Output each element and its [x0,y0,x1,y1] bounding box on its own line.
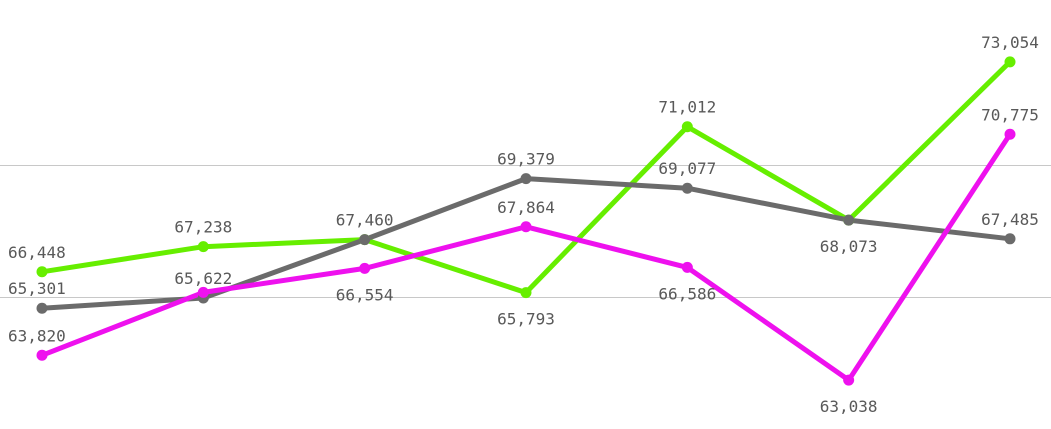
data-label-s0-3: 65,793 [497,310,555,329]
series-0-point-3 [520,287,532,299]
series-0-point-4 [681,121,693,133]
series-2-point-0 [36,349,48,361]
data-label-s1-6: 67,485 [981,210,1039,229]
series-2-point-6 [1004,128,1016,140]
series-1-point-2 [359,234,371,246]
series-2-point-3 [520,221,532,233]
data-label-s1-1: 65,622 [174,269,232,288]
data-label-s1-0: 65,301 [8,279,66,298]
series-2-line [39,131,1013,383]
series-2-point-2 [359,262,371,274]
series-0-point-1 [197,241,209,253]
series-1-point-0 [36,302,48,314]
data-labels: 66,448 67,238 67,460 65,793 71,012 68,073 73,0… [8,33,1039,416]
series-points [36,56,1016,386]
series-0-point-6 [1004,56,1016,68]
series-1-point-3 [520,173,532,185]
series-2-point-5 [843,374,855,386]
data-label-s0-6: 73,054 [981,33,1039,52]
series-2-point-1 [197,286,209,298]
data-label-s1-4: 69,077 [658,159,716,178]
series-1-point-6 [1004,233,1016,245]
data-label-s2-5: 63,038 [820,397,878,416]
data-label-s0-0: 66,448 [8,243,66,262]
data-label-s2-0: 63,820 [8,326,66,345]
data-label-s2-4: 66,586 [658,284,716,303]
data-label-s2-2: 66,554 [336,285,394,304]
data-label-s0-4: 71,012 [658,98,716,117]
series-2-point-4 [681,261,693,273]
data-label-s0-1: 67,238 [174,218,232,237]
data-label-s2-6: 70,775 [981,105,1039,124]
series-0-point-0 [36,266,48,278]
data-label-s0-2: 67,460 [336,211,394,230]
series-1-point-4 [681,182,693,194]
data-label-s0-5: 68,073 [820,237,878,256]
data-label-s2-3: 67,864 [497,198,555,217]
data-label-s1-3: 69,379 [497,150,555,169]
series-1-point-5 [843,214,855,226]
